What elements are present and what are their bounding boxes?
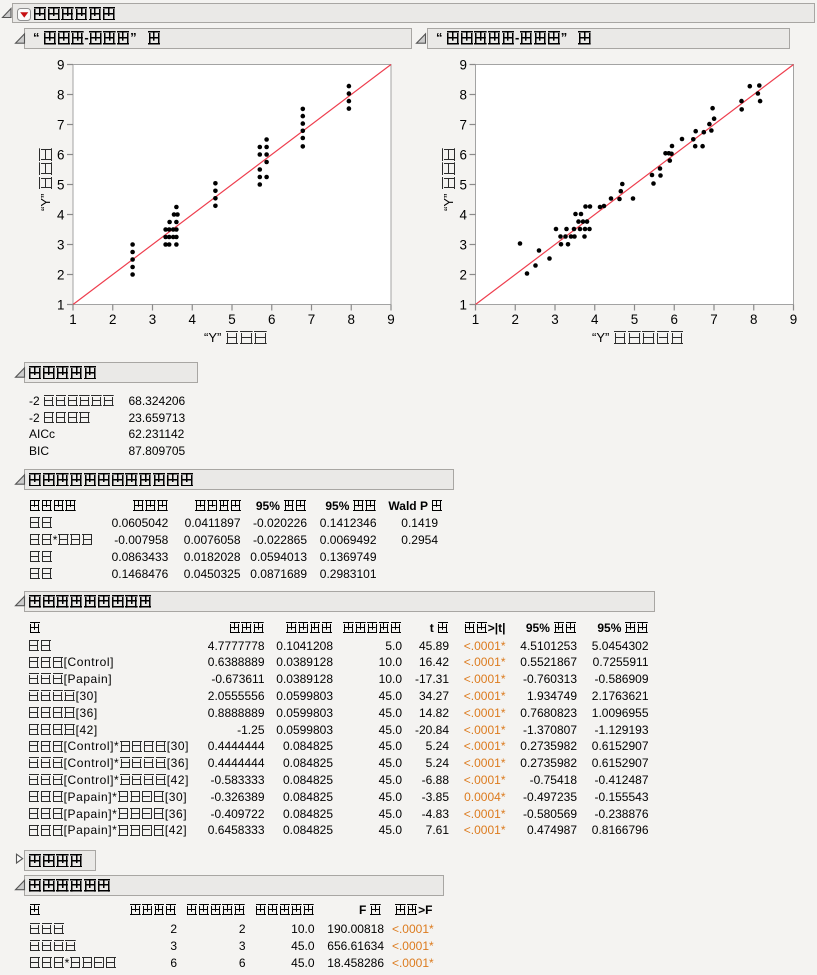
svg-text:5: 5 <box>460 177 467 192</box>
svg-text:6: 6 <box>671 312 678 327</box>
svg-text:1: 1 <box>472 312 479 327</box>
svg-text:9: 9 <box>790 312 797 327</box>
svg-text:3: 3 <box>460 237 467 252</box>
svg-text:4: 4 <box>460 207 468 222</box>
svg-text:2: 2 <box>512 312 519 327</box>
svg-text:8: 8 <box>750 312 757 327</box>
svg-text:6: 6 <box>268 312 275 327</box>
svg-text:8: 8 <box>348 312 355 327</box>
svg-text:9: 9 <box>57 57 64 72</box>
svg-text:8: 8 <box>460 87 467 102</box>
svg-text:3: 3 <box>551 312 558 327</box>
svg-text:5: 5 <box>57 177 64 192</box>
svg-text:1: 1 <box>57 297 64 312</box>
svg-text:2: 2 <box>57 267 64 282</box>
svg-text:7: 7 <box>460 117 467 132</box>
svg-text:9: 9 <box>387 312 394 327</box>
svg-text:2: 2 <box>460 267 467 282</box>
svg-text:5: 5 <box>228 312 235 327</box>
svg-text:2: 2 <box>109 312 116 327</box>
svg-text:4: 4 <box>591 312 599 327</box>
svg-text:9: 9 <box>460 57 467 72</box>
svg-text:8: 8 <box>57 87 64 102</box>
svg-text:3: 3 <box>57 237 64 252</box>
svg-text:7: 7 <box>57 117 64 132</box>
svg-text:1: 1 <box>69 312 76 327</box>
svg-text:6: 6 <box>57 147 64 162</box>
svg-text:5: 5 <box>631 312 638 327</box>
svg-text:3: 3 <box>149 312 156 327</box>
svg-text:7: 7 <box>710 312 717 327</box>
svg-text:7: 7 <box>308 312 315 327</box>
svg-text:4: 4 <box>57 207 65 222</box>
svg-text:6: 6 <box>460 147 467 162</box>
svg-text:1: 1 <box>460 297 467 312</box>
svg-text:4: 4 <box>189 312 197 327</box>
